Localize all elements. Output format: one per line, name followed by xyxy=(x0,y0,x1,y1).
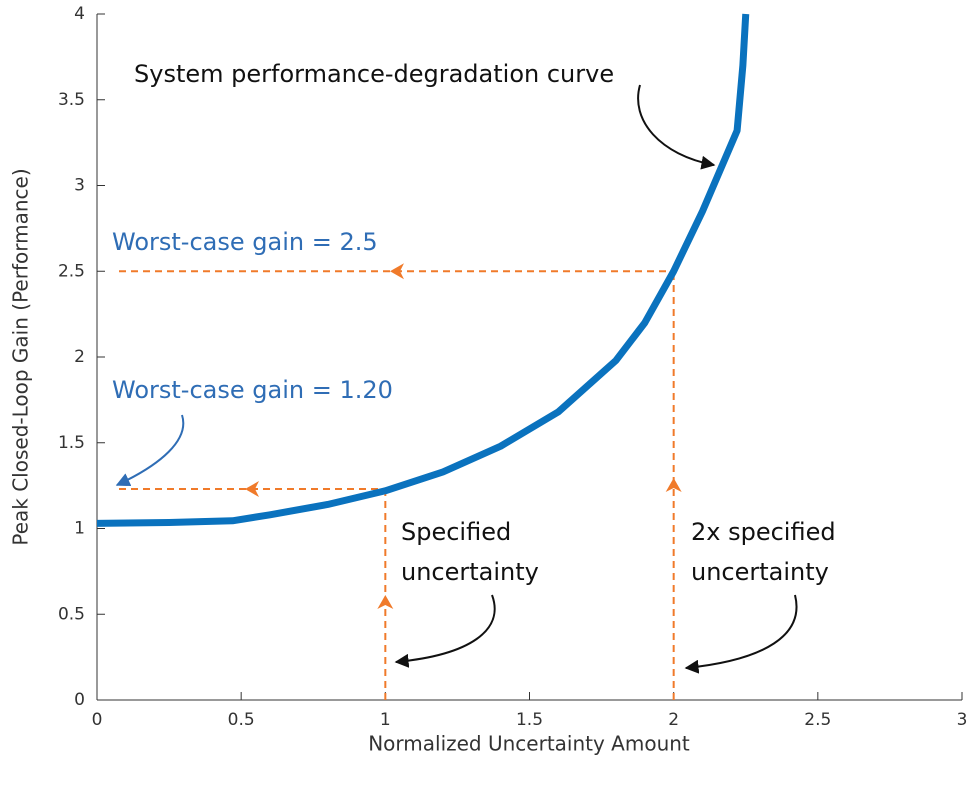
annotation: System performance-degradation curve xyxy=(134,60,614,88)
x-tick-label: 2 xyxy=(668,710,679,730)
arrow xyxy=(637,84,716,170)
arrow xyxy=(115,414,185,487)
y-tick-label: 0 xyxy=(74,690,85,710)
x-tick-label: 3 xyxy=(957,710,968,730)
guide-arrowhead xyxy=(665,478,682,492)
y-tick-label: 1.5 xyxy=(58,433,85,453)
guide-arrowhead xyxy=(390,263,404,280)
x-tick-label: 1.5 xyxy=(516,710,543,730)
guide-arrowhead xyxy=(245,481,259,498)
y-tick-label: 3.5 xyxy=(58,90,85,110)
guide-arrowhead xyxy=(377,595,394,609)
x-tick-label: 0.5 xyxy=(228,710,255,730)
y-tick-label: 2 xyxy=(74,347,85,367)
y-axis-label: Peak Closed-Loop Gain (Performance) xyxy=(9,168,33,545)
x-tick-label: 1 xyxy=(380,710,391,730)
x-axis-label: Normalized Uncertainty Amount xyxy=(368,732,690,756)
annotation: uncertainty xyxy=(401,558,539,586)
annotation: Worst-case gain = 1.20 xyxy=(112,376,393,404)
annotation: uncertainty xyxy=(691,558,829,586)
y-tick-label: 3 xyxy=(74,176,85,196)
callout-arrows xyxy=(115,84,798,674)
arrow xyxy=(684,594,798,674)
y-tick-label: 1 xyxy=(74,519,85,539)
annotation: Worst-case gain = 2.5 xyxy=(112,228,378,256)
annotation: 2x specified xyxy=(691,518,836,546)
y-tick-label: 4 xyxy=(74,4,85,24)
x-tick-label: 0 xyxy=(92,710,103,730)
y-tick-label: 0.5 xyxy=(58,604,85,624)
annotation: Specified xyxy=(401,518,511,546)
arrow xyxy=(394,594,496,668)
y-tick-label: 2.5 xyxy=(58,261,85,281)
x-tick-label: 2.5 xyxy=(804,710,831,730)
line xyxy=(96,13,750,527)
